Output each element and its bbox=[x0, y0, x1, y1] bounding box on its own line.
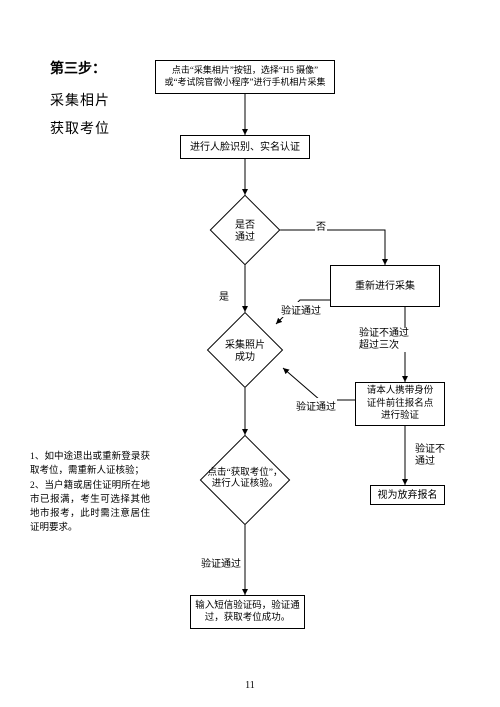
step-subheading-2: 获取考位 bbox=[50, 118, 110, 138]
node-abandon-label: 视为放弃报名 bbox=[378, 489, 438, 502]
edge-label-verify-pass-2: 验证通过 bbox=[295, 398, 337, 413]
page-root: 第三步： 采集相片 获取考位 点击“采集相片”按钮，选择“H5 摄像 bbox=[0, 0, 500, 707]
node-face-recog-label: 进行人脸识别、实名认证 bbox=[190, 141, 300, 154]
edge-label-verify-fail: 验证不通过 bbox=[414, 444, 456, 468]
decision-get-seat-label: 点击“获取考位”，进行人证核验。 bbox=[200, 468, 290, 491]
node-start-collect: 点击“采集相片”按钮，选择“H5 摄像”或“考试院官微小程序”进行手机相片采集 bbox=[155, 60, 335, 94]
decision-collect-success-label: 采集照片成功 bbox=[215, 340, 275, 364]
edge-label-no: 否 bbox=[315, 218, 327, 233]
edge-label-verify-pass-1: 验证通过 bbox=[280, 302, 322, 317]
side-notes: 1、如中途退出或重新登录获取考位，需重新人证核验；2、当户籍或居住证明所在地市已… bbox=[30, 450, 150, 536]
node-face-recog: 进行人脸识别、实名认证 bbox=[180, 135, 310, 159]
node-onsite-verify-label: 请本人携带身份证件前往报名点进行验证 bbox=[367, 385, 434, 422]
node-sms-success: 输入短信验证码，验证通过，获取考位成功。 bbox=[190, 595, 305, 629]
node-recollect-label: 重新进行采集 bbox=[355, 280, 415, 293]
node-start-collect-label: 点击“采集相片”按钮，选择“H5 摄像”或“考试院官微小程序”进行手机相片采集 bbox=[165, 65, 326, 88]
edge-label-fail-3x: 验证不通过超过三次 bbox=[358, 328, 420, 352]
step-heading: 第三步： bbox=[50, 58, 106, 78]
node-recollect: 重新进行采集 bbox=[330, 265, 440, 307]
node-sms-success-label: 输入短信验证码，验证通过，获取考位成功。 bbox=[195, 600, 300, 625]
node-abandon: 视为放弃报名 bbox=[370, 485, 445, 505]
page-number: 11 bbox=[0, 680, 500, 691]
decision-pass-label: 是否通过 bbox=[215, 220, 275, 244]
step-subheading-1: 采集相片 bbox=[50, 90, 110, 110]
edge-label-yes: 是 bbox=[218, 288, 230, 303]
edge-label-verify-pass-3: 验证通过 bbox=[200, 555, 242, 570]
node-onsite-verify: 请本人携带身份证件前往报名点进行验证 bbox=[355, 382, 445, 426]
